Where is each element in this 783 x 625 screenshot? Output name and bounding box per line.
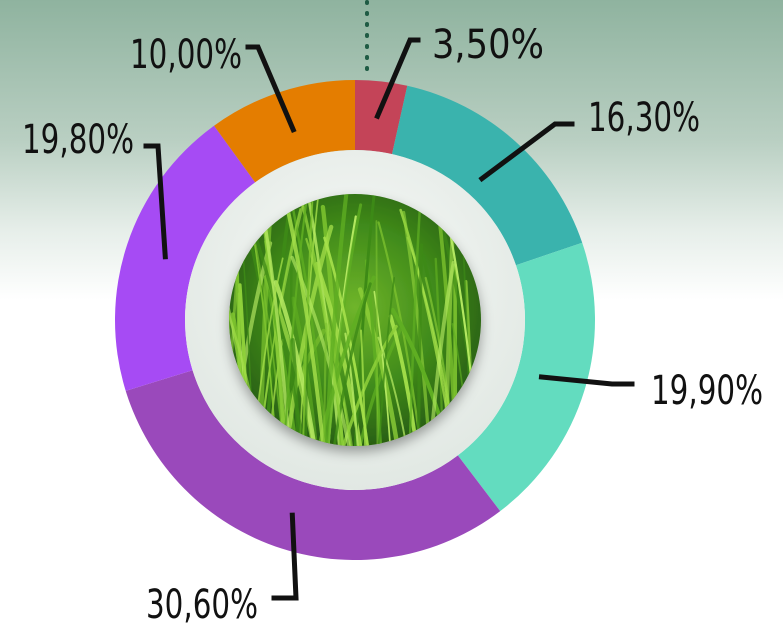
leader-line-5 xyxy=(143,143,168,260)
leader-line-1 xyxy=(374,37,421,120)
data-label-6: 10,00% xyxy=(130,32,242,78)
leader-line-3 xyxy=(538,374,635,387)
grass-blade xyxy=(314,262,365,446)
grass-blade xyxy=(375,220,379,446)
donut-slices xyxy=(115,80,596,560)
donut-slice-3 xyxy=(457,242,596,512)
data-label-2: 16,30% xyxy=(588,95,700,141)
grass-blade xyxy=(273,280,319,446)
donut-slice-5 xyxy=(115,125,256,391)
leader-line-6 xyxy=(245,44,297,134)
grass-blade xyxy=(325,203,363,446)
data-labels: 3,50% 16,30% 19,90% 30,60% 19,80% 10,00% xyxy=(22,22,763,625)
leader-lines xyxy=(143,37,635,601)
data-label-1: 3,50% xyxy=(432,22,544,68)
grass-blade xyxy=(251,227,308,446)
grass-blade xyxy=(377,276,396,446)
grass-blade xyxy=(323,194,351,446)
grass-blade xyxy=(337,324,398,446)
grass-blade xyxy=(330,282,372,446)
data-label-3: 19,90% xyxy=(651,368,763,414)
data-label-4: 30,60% xyxy=(146,582,258,625)
grass-blade xyxy=(357,287,402,446)
leader-line-4 xyxy=(271,512,299,601)
grass-blade xyxy=(360,329,367,446)
data-label-5: 19,80% xyxy=(22,117,134,163)
donut-slice-6 xyxy=(214,80,355,183)
donut-slice-4 xyxy=(125,370,501,560)
leader-line-2 xyxy=(478,121,575,183)
grass-blade xyxy=(282,198,308,446)
grass-blade xyxy=(283,195,327,446)
donut-slice-1 xyxy=(355,80,408,155)
